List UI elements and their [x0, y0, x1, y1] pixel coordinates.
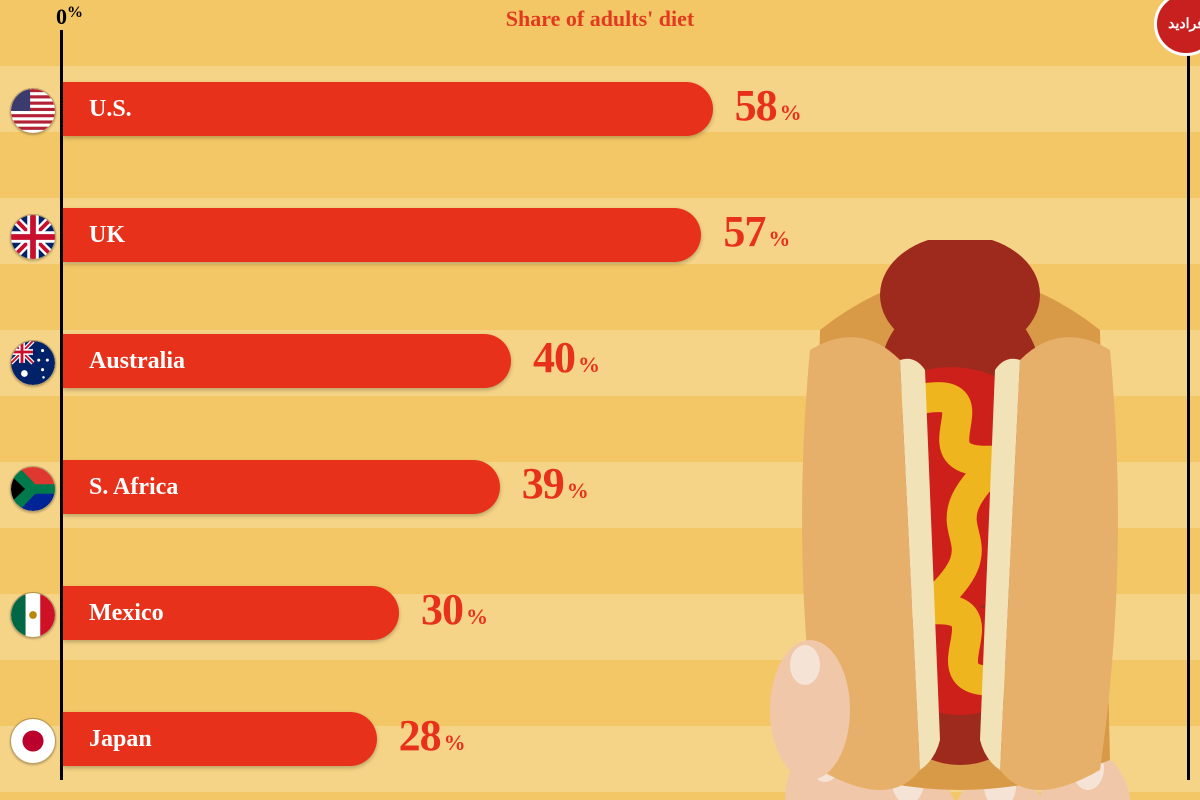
- bar-value-number: 28: [399, 710, 441, 761]
- bar-value: 39%: [522, 458, 589, 509]
- percent-sign: %: [768, 226, 790, 252]
- flag-uk-icon: [10, 214, 56, 260]
- bar-value-number: 40: [533, 332, 575, 383]
- percent-sign: %: [780, 100, 802, 126]
- bar: Japan: [63, 712, 377, 766]
- percent-sign: %: [567, 478, 589, 504]
- source-badge-text: فرادید: [1168, 16, 1200, 33]
- flag-au-icon: [10, 340, 56, 386]
- bar-rows: U.S.58%UK57%Australia40%S. Africa39%Mexi…: [0, 48, 1200, 800]
- bar-row: Mexico 30%: [0, 552, 1200, 678]
- flag-jp-icon: [10, 718, 56, 764]
- bar-country-label: Australia: [63, 348, 185, 375]
- bar-row: Australia 40%: [0, 300, 1200, 426]
- bar-value-number: 57: [723, 206, 765, 257]
- bar-country-label: Japan: [63, 726, 152, 753]
- bar-value: 30%: [421, 584, 488, 635]
- bar-row: U.S. 58%: [0, 48, 1200, 174]
- bar: U.S.: [63, 82, 713, 136]
- bar-country-label: UK: [63, 222, 125, 249]
- flag-za-icon: [10, 466, 56, 512]
- percent-sign: %: [444, 730, 466, 756]
- percent-sign: %: [466, 604, 488, 630]
- bar-value-number: 39: [522, 458, 564, 509]
- bar-value-number: 58: [735, 80, 777, 131]
- bar-country-label: Mexico: [63, 600, 164, 627]
- bar: UK: [63, 208, 701, 262]
- bar-row: UK 57%: [0, 174, 1200, 300]
- bar-row: Japan 28%: [0, 678, 1200, 800]
- flag-us-icon: [10, 88, 56, 134]
- bar-value: 28%: [399, 710, 466, 761]
- bar-value-number: 30: [421, 584, 463, 635]
- bar-country-label: S. Africa: [63, 474, 178, 501]
- bar-value: 57%: [723, 206, 790, 257]
- infographic-canvas: 0% Share of adults' diet فرادید U.S.58%U…: [0, 0, 1200, 800]
- bar: S. Africa: [63, 460, 500, 514]
- bar-country-label: U.S.: [63, 96, 132, 123]
- chart-title: Share of adults' diet: [0, 6, 1200, 32]
- bar: Australia: [63, 334, 511, 388]
- bar: Mexico: [63, 586, 399, 640]
- bar-row: S. Africa 39%: [0, 426, 1200, 552]
- bar-value: 40%: [533, 332, 600, 383]
- bar-value: 58%: [735, 80, 802, 131]
- flag-mx-icon: [10, 592, 56, 638]
- percent-sign: %: [578, 352, 600, 378]
